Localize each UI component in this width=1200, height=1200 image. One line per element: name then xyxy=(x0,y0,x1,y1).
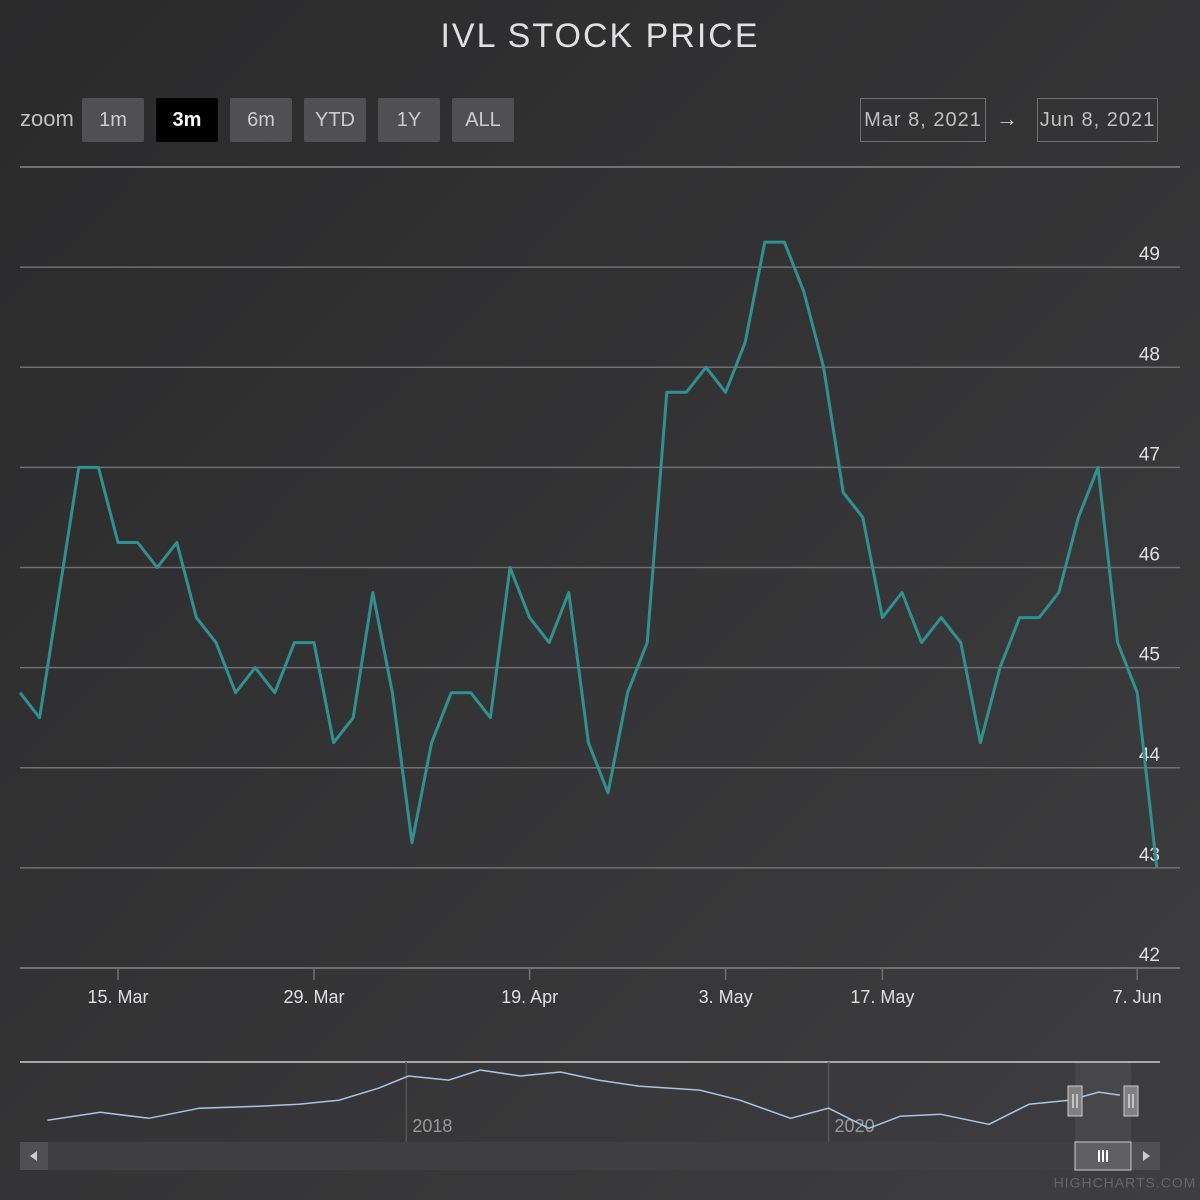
x-tick-label: 29. Mar xyxy=(283,987,344,1007)
zoom-button[interactable]: 3m xyxy=(156,98,218,142)
navigator-selection xyxy=(1075,1062,1131,1142)
navigator-handle-grip xyxy=(1128,1094,1134,1108)
y-tick-label: 49 xyxy=(1139,244,1160,265)
navigator-tick-label: 2018 xyxy=(412,1116,452,1136)
zoom-button[interactable]: 1m xyxy=(82,98,144,142)
navigator-line xyxy=(47,1069,1121,1130)
x-tick-label: 17. May xyxy=(850,987,914,1007)
y-tick-label: 46 xyxy=(1139,545,1160,566)
x-tick-label: 19. Apr xyxy=(501,987,558,1007)
price-line xyxy=(18,240,1159,869)
scrollbar-track xyxy=(20,1142,1160,1170)
credits[interactable]: HIGHCHARTS.COM xyxy=(1054,1175,1197,1191)
zoom-button[interactable]: YTD xyxy=(304,98,366,142)
zoom-button[interactable]: ALL xyxy=(452,98,514,142)
y-tick-label: 47 xyxy=(1139,444,1160,465)
navigator-handle[interactable] xyxy=(1123,1085,1139,1117)
x-tick-label: 15. Mar xyxy=(87,987,148,1007)
x-tick-label: 7. Jun xyxy=(1113,987,1162,1007)
scrollbar-right-arrow xyxy=(1143,1151,1150,1161)
zoom-button[interactable]: 6m xyxy=(230,98,292,142)
navigator-handle[interactable] xyxy=(1067,1085,1083,1117)
scrollbar-grip xyxy=(1098,1150,1108,1162)
range-arrow: → xyxy=(996,106,1018,131)
y-tick-label: 48 xyxy=(1139,344,1160,365)
navigator-handle-grip xyxy=(1072,1094,1078,1108)
x-tick-label: 3. May xyxy=(699,987,753,1007)
zoom-button[interactable]: 1Y xyxy=(378,98,440,142)
y-tick-label: 42 xyxy=(1139,945,1160,966)
y-tick-label: 45 xyxy=(1139,645,1160,666)
zoom-label: zoom xyxy=(20,106,74,131)
scrollbar-left-arrow xyxy=(30,1151,37,1161)
date-from-input[interactable]: Mar 8, 2021 xyxy=(860,98,986,142)
chart-title: IVL STOCK PRICE xyxy=(440,17,759,55)
navigator-tick-label: 2020 xyxy=(835,1116,875,1136)
date-to-input[interactable]: Jun 8, 2021 xyxy=(1037,98,1158,142)
